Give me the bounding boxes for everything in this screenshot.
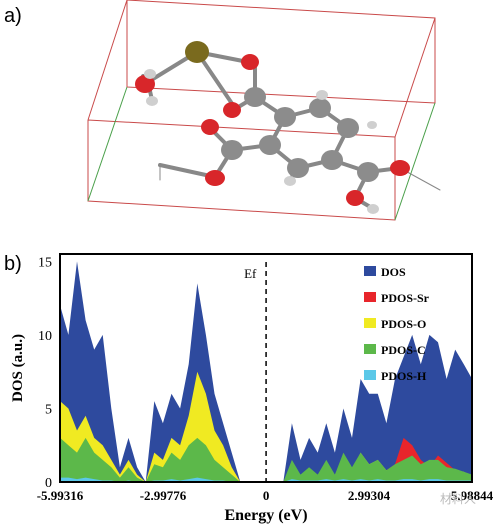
hydrogen-atom bbox=[367, 204, 379, 214]
legend-label: PDOS-C bbox=[381, 343, 426, 357]
oxygen-atom bbox=[241, 54, 259, 70]
legend-swatch bbox=[364, 318, 376, 328]
hydrogen-atom bbox=[367, 121, 377, 129]
x-tick-label: -2.99776 bbox=[140, 488, 187, 503]
hydrogen-atom bbox=[144, 69, 156, 79]
oxygen-atom bbox=[346, 190, 364, 206]
hydrogen-atom bbox=[146, 96, 158, 106]
dos-areas bbox=[60, 261, 473, 482]
unit-cell-box bbox=[87, 0, 436, 221]
series-area-pdos-c bbox=[60, 437, 473, 482]
fermi-level-label: Ef bbox=[244, 266, 257, 281]
hydrogen-atom bbox=[316, 90, 328, 100]
series-area-dos bbox=[60, 261, 473, 482]
oxygen-atom bbox=[390, 160, 410, 176]
carbon-atom bbox=[287, 158, 309, 178]
plot-frame bbox=[59, 253, 473, 483]
x-tick-label: 0 bbox=[263, 488, 270, 503]
panel-b-label: b) bbox=[4, 253, 22, 275]
x-tick-label: 2.99304 bbox=[348, 488, 391, 503]
x-tick-label: -5.99316 bbox=[37, 488, 84, 503]
strontium-atom bbox=[185, 41, 209, 63]
legend-swatch bbox=[364, 266, 376, 276]
oxygen-atom bbox=[205, 170, 225, 186]
oxygen-atom bbox=[223, 102, 241, 118]
y-axis-ticks: 0 5 10 15 bbox=[38, 255, 52, 491]
legend-swatch bbox=[364, 292, 376, 302]
atoms bbox=[135, 41, 410, 214]
legend-label: DOS bbox=[381, 265, 406, 279]
series-area-pdos-h bbox=[60, 477, 473, 482]
y-axis-label: DOS (a.u.) bbox=[10, 334, 26, 402]
oxygen-atom bbox=[201, 119, 219, 135]
watermark-text: 材料人 bbox=[440, 492, 476, 506]
molecular-structure bbox=[87, 0, 441, 221]
y-tick-label: 0 bbox=[45, 476, 52, 491]
carbon-atom bbox=[309, 98, 331, 118]
legend-label: PDOS-O bbox=[381, 317, 426, 331]
carbon-atom bbox=[221, 140, 243, 160]
carbon-atom bbox=[321, 150, 343, 170]
x-tick-label: 5.98844 bbox=[451, 488, 494, 503]
carbon-atom bbox=[274, 107, 296, 127]
y-tick-label: 5 bbox=[45, 402, 52, 417]
carbon-atom bbox=[337, 118, 359, 138]
oxygen-atom bbox=[135, 75, 155, 93]
hydrogen-atom bbox=[284, 176, 296, 186]
carbon-atom bbox=[357, 162, 379, 182]
carbon-atom bbox=[244, 87, 266, 107]
y-tick-label: 15 bbox=[38, 255, 52, 270]
legend-label: PDOS-Sr bbox=[381, 291, 430, 305]
legend-swatch bbox=[364, 370, 376, 380]
y-tick-label: 10 bbox=[38, 329, 52, 344]
legend-label: PDOS-H bbox=[381, 369, 427, 383]
dos-chart: Ef 0 5 10 15 -5.99316 -2.99776 0 2.99304 5.9884… bbox=[10, 253, 494, 524]
panel-a-label: a) bbox=[4, 5, 22, 27]
legend-swatch bbox=[364, 344, 376, 354]
legend: DOS PDOS-Sr PDOS-O PDOS-C PDOS-H bbox=[364, 265, 430, 383]
carbon-atom bbox=[259, 135, 281, 155]
x-axis-ticks: -5.99316 -2.99776 0 2.99304 5.98844 bbox=[37, 488, 494, 503]
x-axis-label: Energy (eV) bbox=[224, 507, 307, 524]
